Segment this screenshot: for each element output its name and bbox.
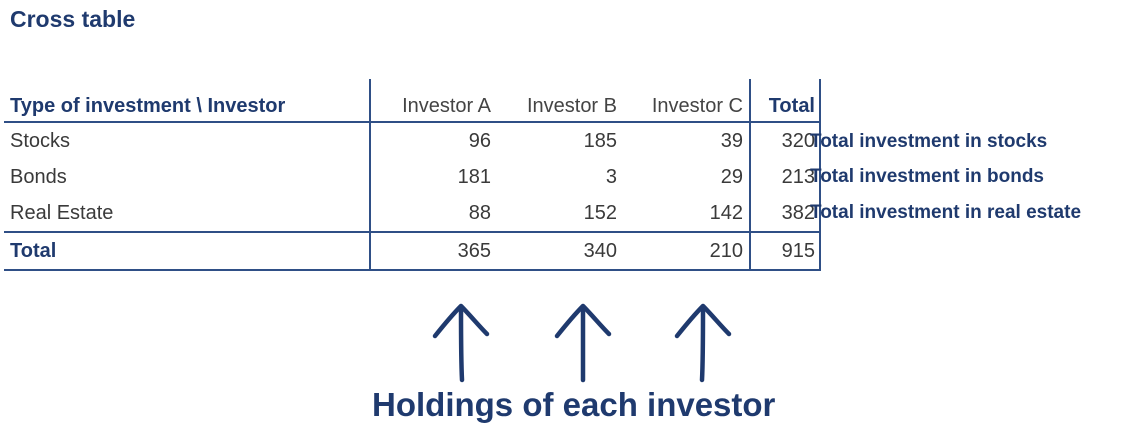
- cell-bonds-investor-b: 3: [605, 165, 617, 188]
- table-total-row: Total 365 340 210 915: [4, 231, 821, 271]
- cell-grand-total: 915: [749, 231, 821, 271]
- header-investor-a: Investor A: [369, 79, 497, 123]
- cell-stocks-investor-b: 185: [583, 129, 617, 152]
- up-arrow-icon: [674, 303, 732, 383]
- up-arrow-icon: [432, 303, 490, 383]
- page-title: Cross table: [10, 6, 136, 32]
- cell-real-estate-investor-a: 88: [369, 195, 497, 232]
- header-total: Total: [749, 79, 821, 123]
- table-header-row: Type of investment \ Investor Investor A…: [4, 79, 821, 123]
- cross-table: Type of investment \ Investor Investor A…: [4, 79, 821, 271]
- note-total-stocks: Total investment in stocks: [810, 131, 1048, 152]
- cell-total-investor-b: 340: [497, 231, 623, 271]
- cell-bonds-investor-c: 29: [720, 165, 743, 188]
- cell-stocks-investor-a: 96: [369, 122, 497, 159]
- note-total-bonds: Total investment in bonds: [810, 166, 1044, 187]
- header-investor-b: Investor B: [497, 79, 623, 123]
- note-total-real-estate: Total investment in real estate: [810, 202, 1082, 223]
- up-arrow-icon: [554, 303, 612, 383]
- table-row: Bonds 181 3 29 213: [4, 159, 821, 195]
- cell-real-estate-investor-b: 152: [583, 201, 617, 224]
- cell-total-investor-a: 365: [369, 231, 497, 271]
- row-label-real-estate: Real Estate: [10, 201, 114, 224]
- cell-total-investor-c: 210: [623, 231, 750, 271]
- cell-bonds-total: 213: [749, 159, 821, 195]
- table-row: Real Estate 88 152 142 382: [4, 195, 821, 232]
- row-label-total: Total: [4, 231, 370, 271]
- row-label-bonds: Bonds: [10, 165, 67, 188]
- cell-bonds-investor-a: 181: [369, 159, 497, 195]
- cell-stocks-total: 320: [749, 122, 821, 159]
- header-type-of-investment: Type of investment \ Investor: [4, 79, 370, 123]
- table-row: Stocks 96 185 39 320: [4, 122, 821, 159]
- row-label-stocks: Stocks: [10, 129, 71, 152]
- header-investor-c: Investor C: [623, 79, 750, 123]
- cell-real-estate-total: 382: [749, 195, 821, 232]
- cell-real-estate-investor-c: 142: [709, 201, 743, 224]
- caption-holdings: Holdings of each investor: [372, 386, 776, 423]
- cell-stocks-investor-c: 39: [720, 129, 743, 152]
